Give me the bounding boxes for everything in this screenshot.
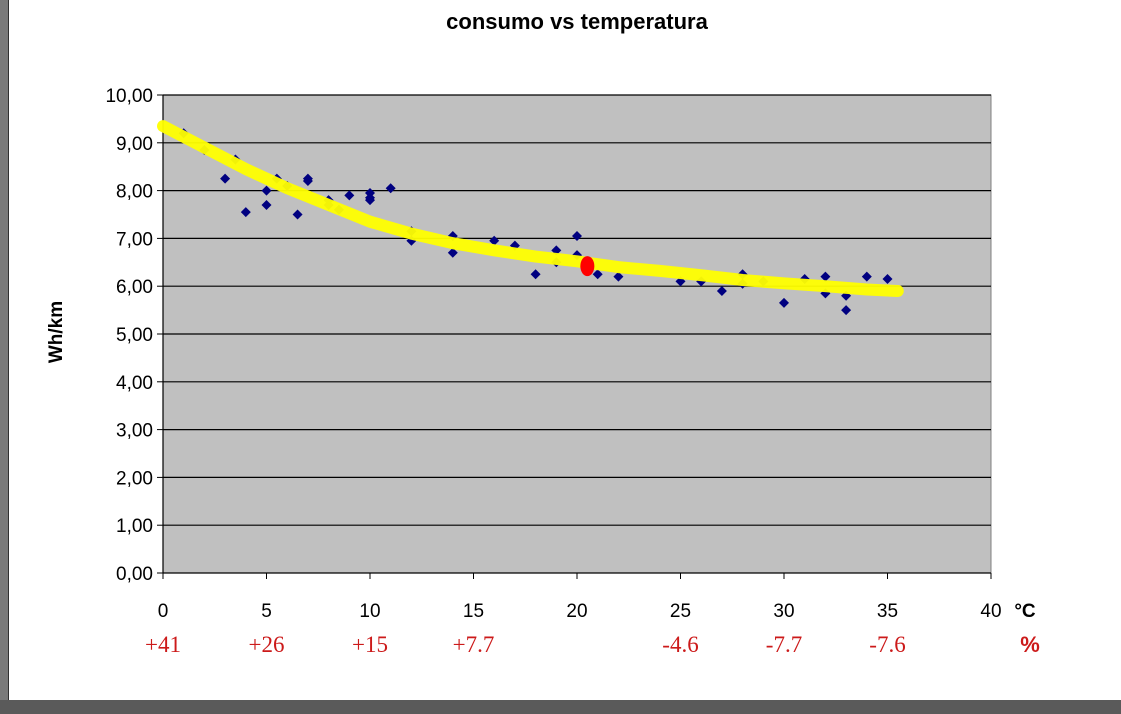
data-point — [530, 269, 541, 280]
y-tick-label: 3,00 — [116, 421, 153, 442]
percent-labels: +41 +26 +15 +7.7 -4.6 -7.7 -7.6 — [145, 632, 906, 657]
percent-label: +15 — [352, 632, 388, 657]
data-point — [292, 209, 303, 220]
y-tick-label: 4,00 — [116, 373, 153, 394]
x-tick-label: 10 — [359, 601, 380, 622]
x-tick-label: 25 — [670, 601, 691, 622]
frame-left-edge — [8, 0, 9, 700]
data-point — [447, 247, 458, 258]
x-tick-label: 30 — [773, 601, 794, 622]
data-point — [489, 235, 500, 246]
x-tick-labels: 0 5 10 15 20 25 30 35 40 — [158, 601, 1002, 622]
highlight-point — [580, 256, 595, 277]
data-point — [302, 176, 313, 187]
data-point — [861, 271, 872, 282]
data-point — [220, 173, 231, 184]
y-axis-label: Wh/km — [46, 301, 67, 363]
x-tick-label: 40 — [980, 601, 1001, 622]
x-tick-label: 0 — [158, 601, 169, 622]
data-point — [572, 231, 582, 242]
y-tick-label: 9,00 — [116, 134, 153, 155]
y-tick-label: 0,00 — [116, 564, 153, 585]
percent-unit: % — [1020, 632, 1040, 657]
data-point — [613, 271, 624, 282]
y-tick-label: 7,00 — [116, 229, 153, 250]
percent-label: -4.6 — [662, 632, 698, 657]
frame-left-border — [0, 0, 8, 700]
data-point — [779, 297, 789, 308]
percent-label: +26 — [249, 632, 285, 657]
data-point — [841, 305, 852, 316]
y-tick-label: 1,00 — [116, 516, 153, 537]
percent-label: -7.6 — [869, 632, 905, 657]
y-tick-label: 10,00 — [105, 86, 153, 107]
data-point — [592, 269, 603, 280]
data-point — [820, 271, 831, 282]
data-point — [365, 195, 375, 206]
data-point — [261, 185, 272, 196]
x-axis-unit: °C — [1014, 601, 1036, 622]
chart-title: consumo vs temperatura — [446, 9, 708, 34]
y-tick-label: 6,00 — [116, 277, 153, 298]
percent-label: +41 — [145, 632, 181, 657]
x-tick-label: 15 — [463, 601, 484, 622]
frame-bottom-border — [0, 700, 1121, 714]
x-tick-label: 35 — [877, 601, 898, 622]
x-tick-label: 20 — [566, 601, 587, 622]
data-point — [261, 199, 272, 210]
data-point — [240, 207, 251, 218]
data-point — [344, 190, 355, 201]
y-tick-labels: 0,00 1,00 2,00 3,00 4,00 5,00 6,00 7,00 8,00 9,00… — [105, 86, 153, 585]
axes — [157, 94, 992, 579]
trendline — [157, 120, 904, 297]
y-tick-label: 5,00 — [116, 325, 153, 346]
trendline-group — [157, 120, 904, 297]
percent-label: +7.7 — [453, 632, 495, 657]
data-point — [882, 274, 893, 285]
highlight-group — [580, 256, 595, 277]
y-tick-label: 2,00 — [116, 468, 153, 489]
y-tick-label: 8,00 — [116, 182, 153, 203]
percent-label: -7.7 — [766, 632, 802, 657]
data-point — [385, 183, 396, 194]
data-point — [716, 285, 727, 296]
x-tick-label: 5 — [261, 601, 272, 622]
